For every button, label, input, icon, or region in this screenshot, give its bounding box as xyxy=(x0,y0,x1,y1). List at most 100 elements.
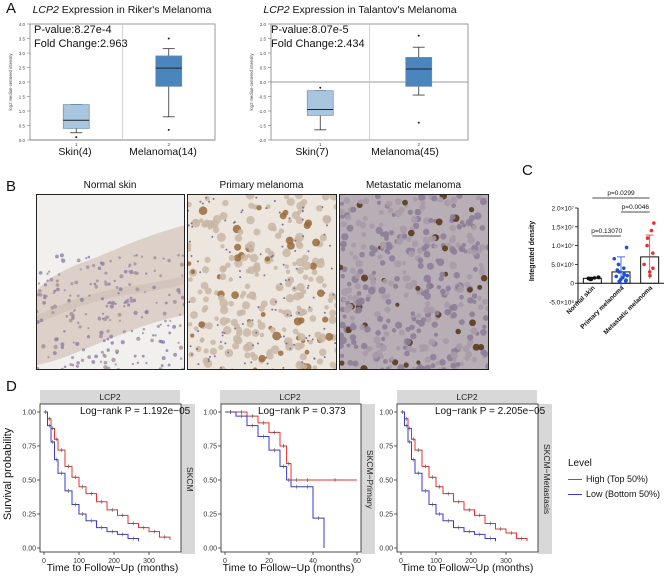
primary-cell xyxy=(311,269,318,276)
normal-nucleus xyxy=(110,341,114,345)
riker-ytick-label: 3.5 xyxy=(19,37,26,42)
normal-nucleus xyxy=(150,338,154,343)
primary-cell xyxy=(253,367,258,369)
talantov-ytick-label: 1.5 xyxy=(260,37,267,42)
normal-nucleus xyxy=(43,294,47,298)
talantov-ytick-label: -0.5 xyxy=(258,95,266,100)
metastatic-cell xyxy=(449,246,456,253)
metastatic-cell xyxy=(435,360,440,366)
primary-nucleus xyxy=(196,348,199,351)
primary-nucleus xyxy=(234,327,237,330)
km1-side-strip: SKCM xyxy=(181,404,195,554)
primary-cell xyxy=(316,358,324,365)
primary-cell xyxy=(292,328,299,335)
km1-censor-mark xyxy=(131,536,136,541)
km2-xtick-label: 40 xyxy=(309,558,317,565)
histo-label-normal: Normal skin xyxy=(83,180,137,191)
metastatic-cell xyxy=(347,294,353,301)
metastatic-cell xyxy=(439,271,446,278)
metastatic-cell xyxy=(368,346,373,351)
normal-nucleus xyxy=(76,361,80,365)
km-plot-skcm-metastasis: 0.00 0.25 0.50 0.75 1.00 0 100 200 300 xyxy=(379,403,539,565)
normal-nucleus xyxy=(179,262,184,267)
primary-nucleus xyxy=(199,271,202,274)
primary-nucleus xyxy=(301,218,304,221)
normal-nucleus xyxy=(63,365,67,369)
talantov-cat-skin: Skin(7) xyxy=(295,146,329,158)
metastatic-cell xyxy=(431,195,438,202)
metastatic-cell xyxy=(410,333,417,340)
primary-nucleus xyxy=(190,222,193,225)
c-point xyxy=(589,277,594,281)
normal-nucleus xyxy=(172,324,177,329)
c-point xyxy=(652,221,656,225)
metastatic-cell xyxy=(482,315,488,321)
primary-cell xyxy=(260,312,266,317)
primary-cell xyxy=(298,342,305,349)
c-ytick-label: 1.5×10⁷ xyxy=(552,224,575,231)
metastatic-cell xyxy=(471,356,478,363)
talantov-pvalue: P-value:8.07e-5 xyxy=(271,24,349,36)
km3-censor-mark xyxy=(404,423,409,428)
metastatic-cell xyxy=(362,350,369,357)
metastatic-cell xyxy=(449,214,456,220)
primary-cell xyxy=(239,294,245,299)
normal-nucleus xyxy=(111,301,115,305)
primary-nucleus xyxy=(301,206,304,209)
primary-cell xyxy=(248,202,255,209)
primary-nucleus xyxy=(255,196,258,199)
km3-logrank: Log−rank P = 2.205e−05 xyxy=(435,406,546,417)
normal-nucleus xyxy=(105,315,110,319)
primary-nucleus xyxy=(293,343,296,346)
km1-xtick-label: 200 xyxy=(108,558,120,565)
primary-nucleus xyxy=(311,338,314,341)
normal-nucleus xyxy=(101,312,105,315)
primary-cell xyxy=(316,204,323,212)
normal-nucleus xyxy=(59,253,64,258)
primary-cell xyxy=(297,333,306,342)
km3-censor-mark xyxy=(498,526,503,531)
primary-cell xyxy=(221,265,227,272)
primary-cell xyxy=(322,283,327,288)
metastatic-cell xyxy=(431,321,438,328)
metastatic-cell xyxy=(436,284,442,290)
metastatic-cell xyxy=(471,293,478,299)
primary-nucleus xyxy=(301,361,304,364)
metastatic-cell xyxy=(420,317,426,323)
km3-censor-mark xyxy=(488,521,493,526)
km1-censor-mark xyxy=(120,532,125,537)
primary-cell xyxy=(240,254,248,262)
primary-cell xyxy=(246,320,254,328)
talantov-box xyxy=(306,90,334,116)
normal-nucleus xyxy=(39,318,44,323)
primary-cell xyxy=(319,234,327,242)
primary-cell xyxy=(302,274,309,280)
talantov-ylabel: log2 median-centered intensity xyxy=(249,53,254,111)
metastatic-cell xyxy=(405,345,413,353)
normal-nucleus xyxy=(167,258,171,263)
primary-cell xyxy=(266,350,271,356)
normal-nucleus xyxy=(133,355,137,358)
primary-cell xyxy=(251,353,258,361)
metastatic-cell xyxy=(404,275,411,282)
normal-nucleus xyxy=(50,305,55,310)
normal-nucleus xyxy=(123,269,128,274)
normal-nucleus xyxy=(67,298,71,303)
talantov-ytick-label: 2.0 xyxy=(260,22,267,27)
primary-cell xyxy=(188,322,193,327)
talantov-outlier xyxy=(417,34,420,37)
primary-cell xyxy=(272,331,282,341)
metastatic-cell xyxy=(458,319,465,326)
metastatic-cell xyxy=(423,250,431,258)
primary-cell xyxy=(281,327,287,332)
km3-censor-mark xyxy=(423,464,428,469)
primary-nucleus xyxy=(323,356,326,359)
metastatic-cell xyxy=(485,305,488,312)
normal-nucleus xyxy=(178,313,182,316)
metastatic-cell xyxy=(388,280,395,287)
metastatic-cell xyxy=(375,195,381,200)
metastatic-cell xyxy=(416,360,421,365)
metastatic-cell xyxy=(352,360,359,367)
metastatic-cell xyxy=(451,234,456,240)
metastatic-cell xyxy=(360,365,368,369)
